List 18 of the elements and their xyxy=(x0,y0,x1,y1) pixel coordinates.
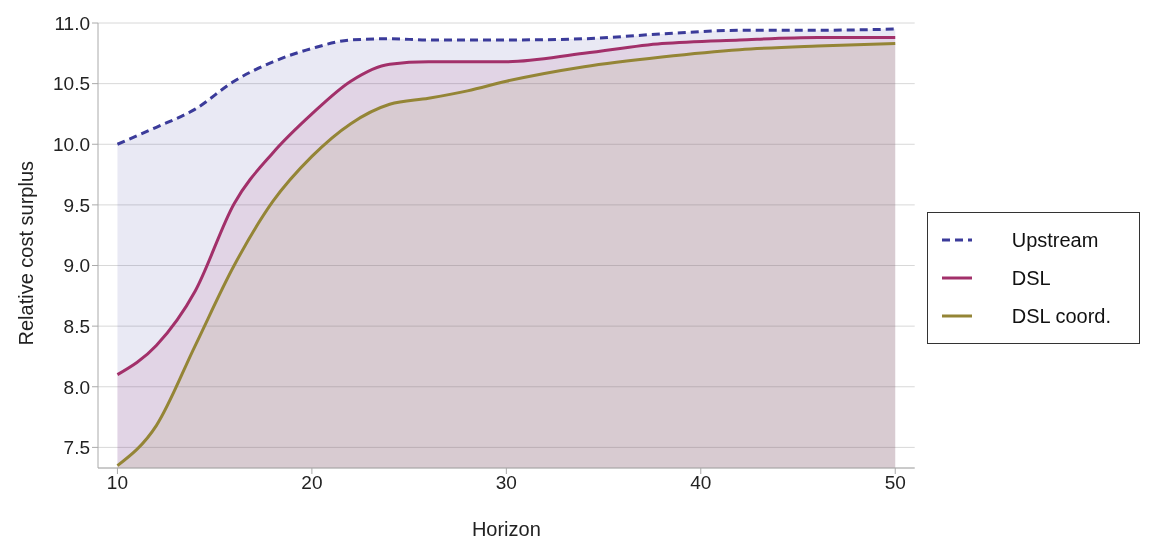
y-tick-label: 10.0 xyxy=(53,134,90,155)
legend-label: DSL xyxy=(1011,266,1051,290)
legend-label: DSL coord. xyxy=(1011,304,1111,328)
x-tick-label: 20 xyxy=(301,472,323,494)
y-axis-title: Relative cost surplus xyxy=(15,160,38,346)
legend-label: Upstream xyxy=(1011,228,1099,252)
y-tick-label: 8.0 xyxy=(63,376,90,398)
x-tick-label: 30 xyxy=(495,472,517,494)
y-tick-label: 10.5 xyxy=(53,73,90,95)
x-tick-label: 10 xyxy=(106,472,129,494)
x-axis-title: Horizon xyxy=(471,518,541,540)
x-tick-label: 50 xyxy=(884,472,906,494)
y-tick-label: 7.5 xyxy=(63,437,90,459)
x-tick-label: 40 xyxy=(690,472,712,494)
y-tick-label: 9.0 xyxy=(63,255,90,277)
y-tick-label: 11.0 xyxy=(54,12,90,34)
y-tick-label: 8.5 xyxy=(63,315,90,337)
y-tick-label: 9.5 xyxy=(63,194,90,216)
